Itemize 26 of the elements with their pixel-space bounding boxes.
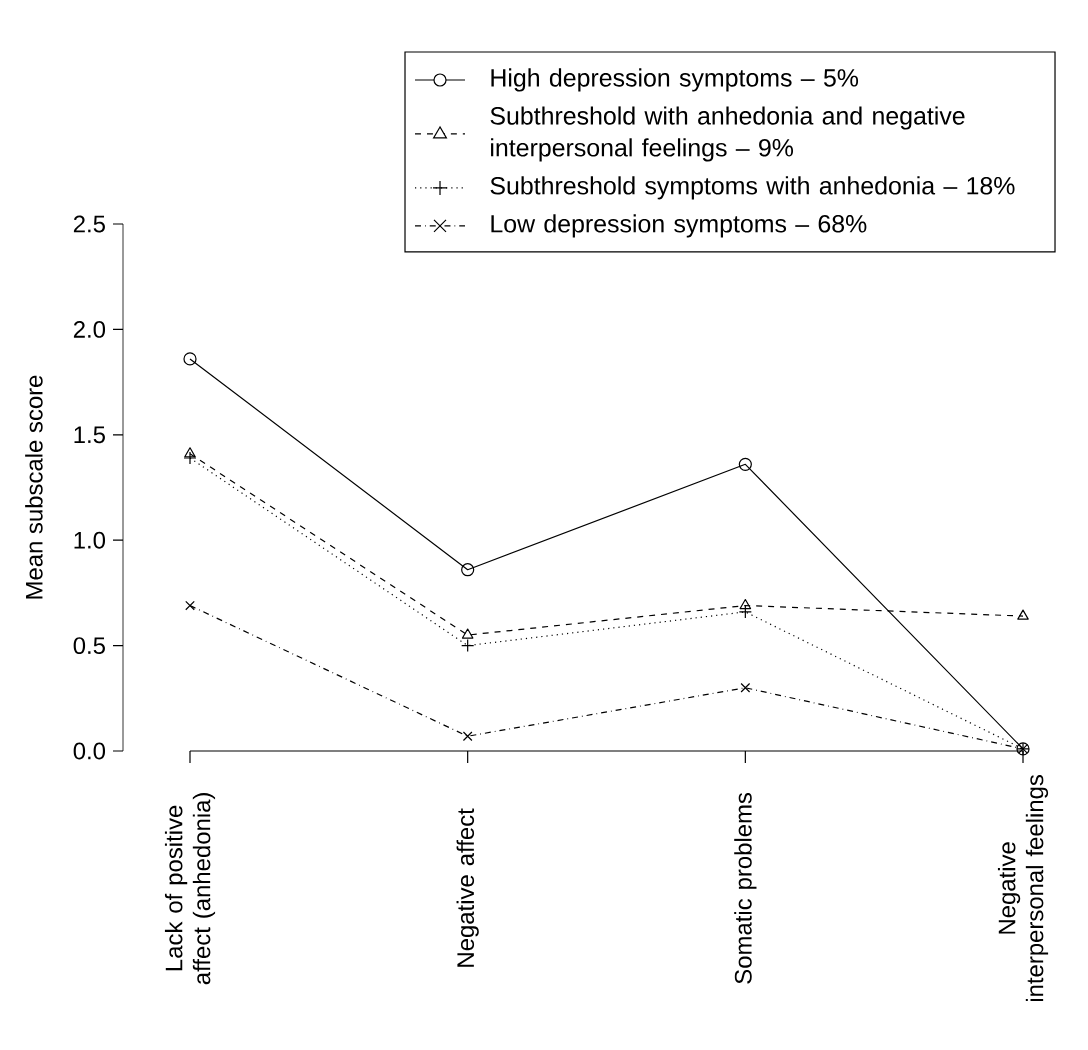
legend-label: High depression symptoms – 5% bbox=[491, 68, 859, 92]
point bbox=[739, 598, 752, 610]
point bbox=[1017, 609, 1029, 620]
point bbox=[184, 447, 196, 458]
point bbox=[740, 682, 751, 693]
y-tick-label: 2.0 bbox=[73, 320, 106, 338]
point bbox=[461, 628, 474, 639]
y-tick-label: 0.0 bbox=[73, 742, 106, 760]
legend-label: Subthreshold symptoms with anhedonia – 18% bbox=[490, 176, 1015, 200]
legend-label: Low depression symptoms – 68% bbox=[491, 214, 867, 238]
legend-label: Subthreshold with anhedonia and negative interpersonal feelings – 9% bbox=[490, 106, 965, 162]
point bbox=[738, 457, 752, 471]
x-tick-label: Negative affect bbox=[456, 808, 479, 967]
y-tick-label: 1.0 bbox=[74, 531, 106, 549]
point bbox=[185, 600, 195, 611]
x-tick-label: Negative interpersonal feelings bbox=[997, 775, 1049, 1002]
y-axis-title: Mean subscale score bbox=[25, 375, 43, 599]
y-tick-label: 1.5 bbox=[74, 426, 105, 444]
point bbox=[461, 639, 475, 653]
x-tick-label: Somatic problems bbox=[734, 792, 757, 984]
point bbox=[461, 563, 475, 577]
point bbox=[183, 352, 197, 366]
point bbox=[462, 731, 473, 742]
y-tick-label: 2.5 bbox=[73, 215, 105, 233]
x-tick-label: Lack of positive affect (anhedonia) bbox=[164, 793, 216, 985]
y-tick-label: 0.5 bbox=[73, 637, 105, 655]
